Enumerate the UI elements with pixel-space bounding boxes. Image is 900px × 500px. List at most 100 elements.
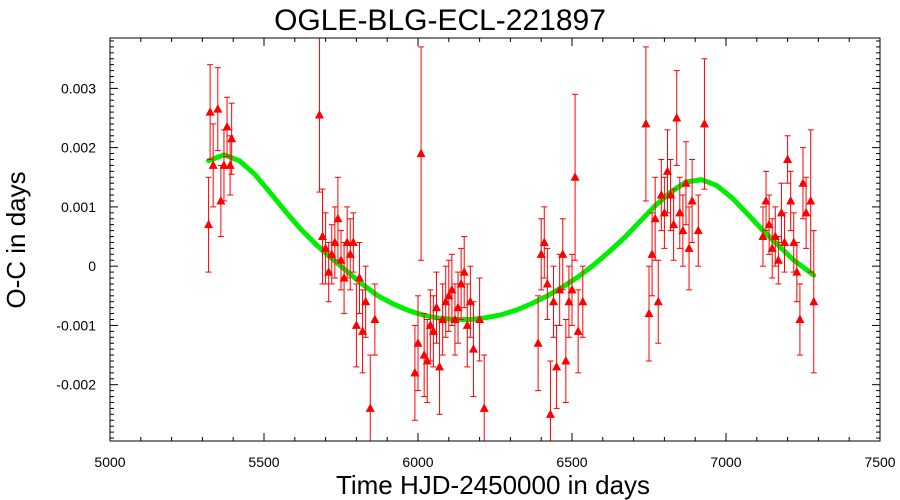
y-tick-label: 0.002 (61, 140, 96, 156)
point-marker (444, 290, 454, 300)
point-marker (351, 320, 361, 329)
point-marker (773, 255, 783, 264)
data-point (644, 265, 654, 362)
data-point (558, 218, 568, 291)
point-marker (684, 243, 694, 252)
point-marker (801, 207, 811, 217)
data-point (213, 67, 223, 152)
data-point (354, 241, 364, 315)
data-point (795, 283, 805, 356)
point-marker (786, 195, 796, 205)
data-point (570, 93, 580, 261)
point-marker (422, 355, 432, 365)
data-point (780, 212, 790, 273)
data-point (222, 96, 232, 158)
point-marker (327, 249, 337, 258)
point-marker (370, 314, 380, 324)
point-marker (479, 403, 489, 412)
point-marker (205, 107, 215, 116)
point-marker (693, 225, 703, 235)
point-marker (425, 320, 435, 329)
point-marker (542, 278, 552, 288)
y-tick-label: 0.001 (61, 199, 96, 215)
data-point (216, 164, 226, 238)
point-marker (809, 296, 819, 306)
point-marker (318, 231, 328, 241)
data-point (761, 170, 771, 232)
chart-title: OGLE-BLG-ECL-221897 (274, 4, 606, 37)
data-point (479, 354, 489, 441)
data-point (365, 354, 375, 441)
data-point (227, 102, 237, 175)
data-point (539, 206, 549, 279)
data-point (681, 141, 691, 226)
plot-frame (109, 37, 881, 442)
point-marker (789, 237, 799, 246)
data-point (564, 265, 574, 338)
point-marker (410, 367, 420, 377)
point-marker (431, 302, 441, 312)
point-marker (336, 255, 346, 264)
point-marker (662, 166, 672, 175)
data-point (456, 247, 466, 321)
data-point (428, 295, 438, 368)
point-marker (767, 243, 777, 252)
point-marker (330, 237, 340, 246)
data-point (410, 324, 420, 421)
point-marker (447, 284, 457, 294)
point-marker (324, 267, 334, 276)
data-point (208, 123, 218, 208)
point-marker (555, 284, 565, 294)
data-point (438, 283, 448, 356)
point-marker (687, 195, 697, 205)
data-point (205, 64, 215, 160)
point-marker (699, 118, 709, 128)
data-point (561, 319, 571, 403)
data-point (567, 253, 577, 326)
point-marker (358, 326, 368, 335)
data-point (468, 301, 478, 398)
point-marker (656, 190, 666, 199)
point-marker (758, 231, 768, 241)
point-marker (361, 296, 371, 306)
data-points-group (204, 37, 819, 441)
point-marker (558, 249, 568, 258)
data-point (425, 289, 435, 362)
data-point (792, 241, 802, 303)
point-marker (222, 121, 232, 131)
point-marker (413, 338, 423, 347)
point-marker (208, 160, 218, 169)
data-point (552, 324, 562, 409)
data-point (459, 236, 469, 309)
point-marker (659, 207, 669, 217)
data-point (786, 170, 796, 232)
data-point (662, 129, 672, 214)
data-point (647, 212, 657, 297)
point-marker (354, 273, 364, 282)
point-marker (438, 314, 448, 324)
data-point (422, 319, 432, 403)
data-point (431, 271, 441, 344)
point-marker (653, 296, 663, 306)
data-point (684, 206, 694, 291)
y-tick-label: 0.003 (61, 80, 96, 96)
x-tick-label: 7500 (864, 454, 895, 470)
point-marker (468, 344, 478, 353)
point-marker (776, 207, 786, 217)
data-point (342, 206, 352, 279)
data-point (318, 188, 328, 285)
point-marker (462, 320, 472, 329)
y-axis: -0.002 -0.001 0 0.001 0.002 0.003 (56, 40, 880, 439)
y-axis-label: O-C in days (1, 171, 31, 308)
point-marker (798, 178, 808, 187)
data-point (767, 218, 777, 279)
point-marker (216, 195, 226, 205)
point-marker (672, 113, 682, 122)
x-tick-label: 5000 (94, 454, 125, 470)
point-marker (475, 314, 485, 324)
x-axis: 5000 5500 6000 6500 7000 7500 (94, 38, 896, 470)
data-point (687, 158, 697, 243)
point-marker (441, 296, 451, 306)
data-point (475, 277, 485, 362)
